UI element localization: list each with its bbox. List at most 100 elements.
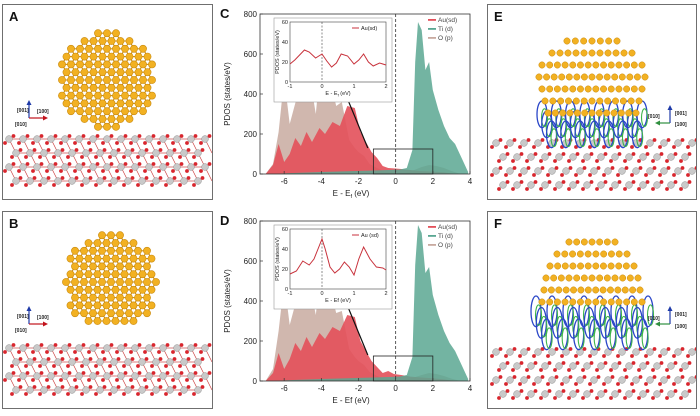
oxygen-atom (680, 375, 685, 379)
panel-f-letter: F (494, 216, 502, 231)
oxygen-atom (137, 162, 142, 166)
titanium-atom (19, 372, 27, 380)
gold-atom (102, 270, 111, 279)
gold-atom (107, 246, 115, 255)
gold-atom (107, 262, 115, 271)
oxygen-atom (652, 166, 657, 170)
oxygen-atom (589, 180, 594, 184)
oxygen-atom (694, 375, 696, 379)
oxygen-atom (74, 385, 79, 389)
oxygen-atom (18, 357, 23, 361)
gold-atom (143, 278, 151, 286)
oxygen-atom (588, 382, 592, 386)
gold-atom (561, 298, 569, 306)
gold-atom (577, 286, 585, 294)
y-axis-label: PDOS (states/eV) (223, 269, 232, 333)
oxygen-atom (644, 173, 648, 177)
gold-atom (98, 37, 107, 45)
titanium-atom (26, 177, 34, 185)
oxygen-atom (526, 166, 531, 170)
oxygen-atom (490, 382, 494, 386)
gold-atom (111, 254, 120, 263)
oxygen-atom (143, 169, 147, 173)
titanium-atom (159, 372, 167, 380)
titanium-atom (569, 390, 577, 398)
oxygen-atom (588, 173, 592, 177)
oxygen-atom (575, 361, 580, 365)
direction-100: [100] (675, 122, 687, 128)
oxygen-atom (10, 364, 14, 368)
gold-atom (85, 76, 93, 84)
oxygen-atom (25, 134, 30, 138)
oxygen-atom (122, 183, 126, 187)
gold-atom (89, 246, 97, 255)
titanium-atom (201, 344, 209, 352)
gold-atom (580, 49, 588, 57)
gold-atom (152, 278, 160, 286)
density-isosurface (534, 304, 543, 326)
oxygen-atom (122, 392, 126, 396)
oxygen-atom (207, 343, 212, 347)
oxygen-atom (511, 159, 515, 163)
titanium-atom (47, 163, 55, 171)
titanium-atom (604, 167, 612, 175)
gold-atom (125, 309, 133, 318)
oxygen-atom (644, 145, 648, 149)
oxygen-atom (53, 371, 58, 375)
density-isosurface (598, 108, 606, 128)
gold-atom (125, 278, 133, 286)
gold-atom (588, 274, 596, 282)
titanium-atom (555, 362, 563, 370)
oxygen-atom (172, 176, 177, 180)
titanium-atom (166, 149, 174, 157)
titanium-atom (653, 362, 661, 370)
oxygen-atom (207, 162, 212, 166)
oxygen-atom (687, 180, 692, 184)
oxygen-atom (199, 141, 203, 145)
gold-atom (103, 107, 111, 116)
oxygen-atom (554, 375, 559, 379)
gold-atom (98, 115, 107, 123)
titanium-atom (583, 153, 591, 161)
inset-x-label-unit: (eV) (339, 91, 351, 97)
oxygen-atom (623, 396, 627, 400)
oxygen-atom (101, 378, 105, 382)
titanium-atom (159, 344, 167, 352)
gold-atom (615, 85, 623, 93)
titanium-atom (110, 149, 118, 157)
gold-atom (116, 309, 124, 318)
gold-atom (628, 49, 636, 57)
oxygen-atom (87, 378, 91, 382)
series-area-tid (265, 225, 469, 381)
oxygen-atom (200, 176, 205, 180)
gold-atom (125, 99, 134, 108)
oxygen-atom (637, 396, 641, 400)
gold-atom (76, 76, 84, 84)
gold-atom (62, 83, 71, 92)
gold-atom (580, 238, 588, 246)
titanium-atom (611, 362, 619, 370)
oxygen-atom (172, 148, 177, 152)
gold-atom (556, 49, 564, 57)
gold-atom (557, 274, 565, 282)
oxygen-atom (560, 354, 564, 358)
density-isosurface (631, 118, 639, 138)
gold-atom (611, 274, 619, 282)
gold-atom (577, 85, 584, 93)
titanium-atom (124, 358, 132, 366)
oxygen-atom (512, 347, 517, 351)
gold-atom (614, 286, 622, 294)
oxygen-atom (74, 357, 79, 361)
x-axis-label: E - Ef (eV) (333, 189, 370, 200)
gold-atom (550, 274, 558, 282)
gold-atom (611, 73, 619, 81)
oxygen-atom (546, 382, 550, 386)
series-area-tid (265, 22, 469, 174)
titanium-atom (68, 149, 76, 157)
titanium-atom (82, 358, 90, 366)
titanium-atom (201, 163, 209, 171)
oxygen-atom (526, 347, 531, 351)
oxygen-atom (616, 145, 620, 149)
density-isosurface (559, 118, 568, 138)
gold-atom (566, 109, 574, 117)
